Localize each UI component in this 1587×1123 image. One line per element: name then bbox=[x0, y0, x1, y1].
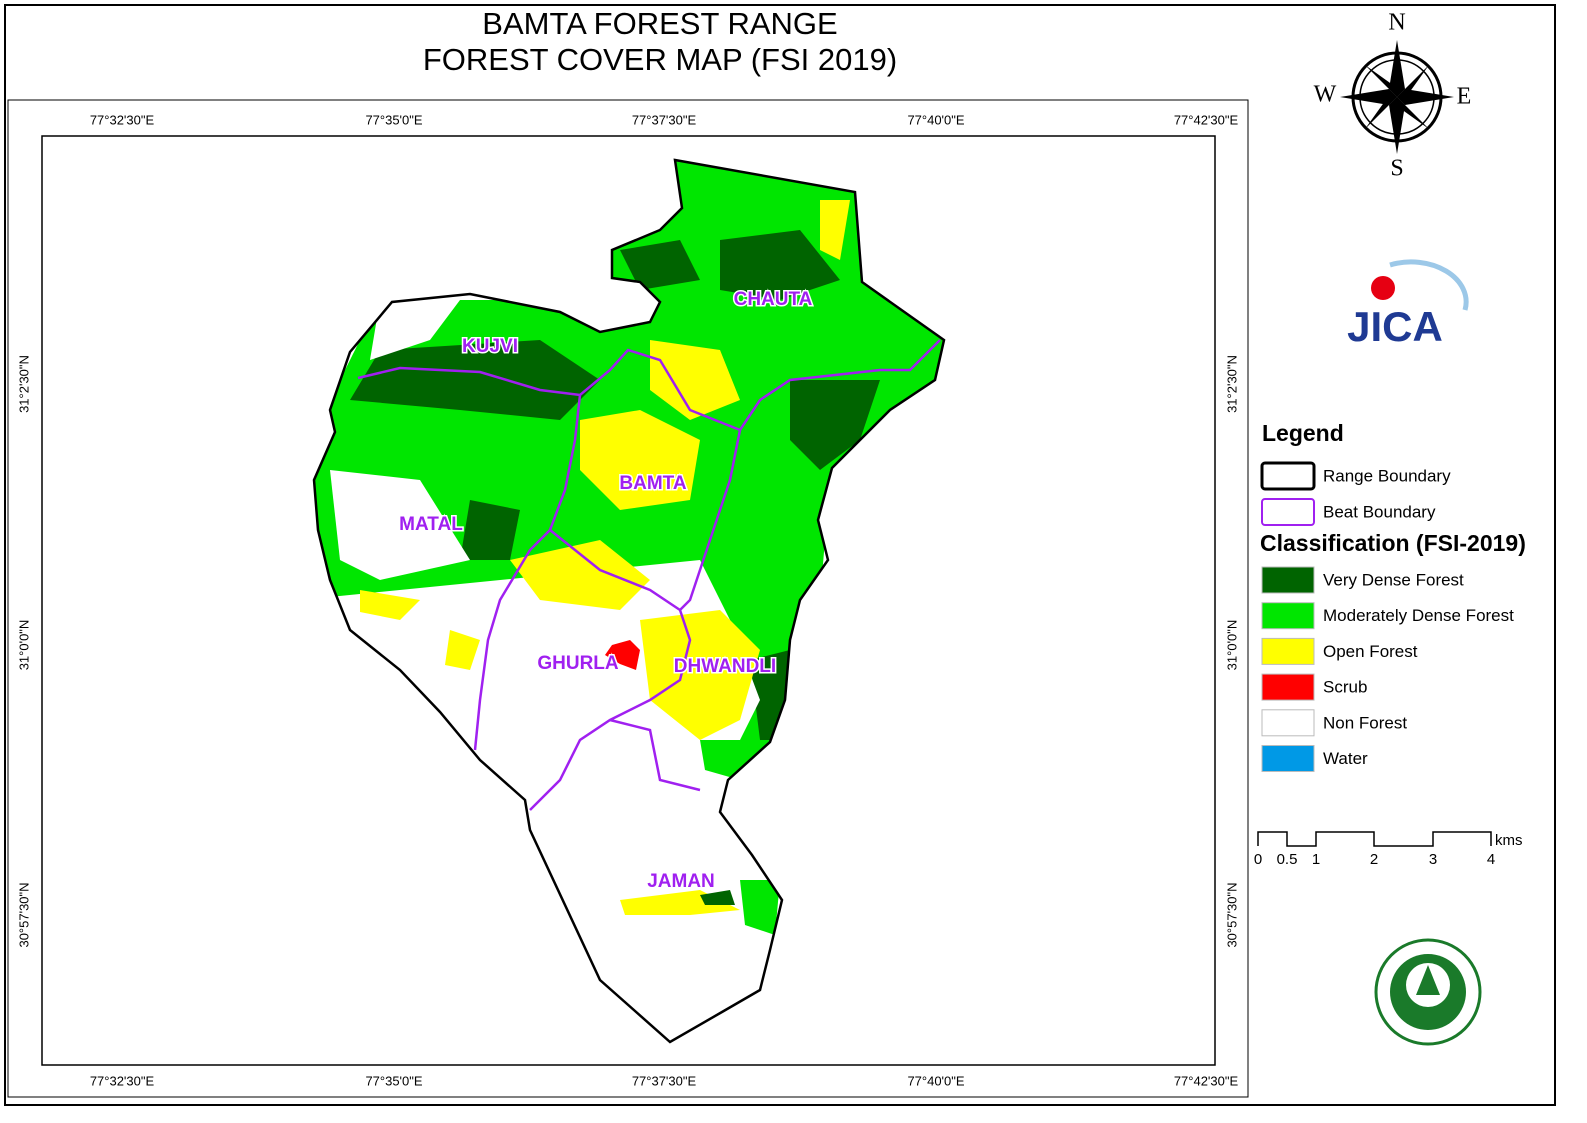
longitude-label: 77°42'30"E bbox=[1174, 1073, 1239, 1088]
latitude-label: 31°2'30"N bbox=[1224, 355, 1239, 413]
scale-label: 2 bbox=[1370, 851, 1378, 868]
scale-label: 1 bbox=[1312, 851, 1320, 868]
beat-label: MATAL bbox=[399, 514, 463, 535]
beat-label: DHWANDLI bbox=[674, 656, 776, 677]
scale-line bbox=[1257, 831, 1492, 847]
scale-label: 3 bbox=[1429, 851, 1437, 868]
latitude-label: 31°0'0"N bbox=[16, 620, 31, 671]
legend-swatch bbox=[1261, 709, 1315, 737]
legend-label: Beat Boundary bbox=[1323, 502, 1436, 521]
latitude-label: 31°0'0"N bbox=[1224, 620, 1239, 671]
longitude-label: 77°40'0"E bbox=[907, 1073, 964, 1088]
jica-logo: JICA bbox=[1347, 259, 1469, 350]
legend-swatch bbox=[1261, 602, 1315, 630]
title-line: BAMTA FOREST RANGE bbox=[482, 6, 837, 41]
compass-letter: W bbox=[1314, 82, 1337, 108]
legend-title: Legend bbox=[1262, 420, 1344, 446]
longitude-label: 77°35'0"E bbox=[365, 1073, 422, 1088]
scale-label: 4 bbox=[1487, 851, 1495, 868]
longitude-label: 77°37'30"E bbox=[632, 112, 697, 127]
legend-swatch bbox=[1261, 637, 1315, 665]
legend-swatch bbox=[1261, 673, 1315, 701]
beat-label: KUJVI bbox=[462, 336, 518, 357]
beat-label: JAMAN bbox=[647, 871, 715, 892]
latitude-label: 30°57'30"N bbox=[1224, 882, 1239, 947]
graticule-labels: 77°32'30"E 77°32'30"E 77°35'0"E 77°35'0"E 77… bbox=[16, 112, 1239, 1088]
legend-swatch bbox=[1261, 745, 1315, 772]
longitude-label: 77°35'0"E bbox=[365, 112, 422, 127]
compass-letter: N bbox=[1388, 10, 1405, 36]
title-line: FOREST COVER MAP (FSI 2019) bbox=[423, 42, 897, 77]
longitude-label: 77°40'0"E bbox=[907, 112, 964, 127]
legend-label: Scrub bbox=[1323, 678, 1367, 697]
beat-label: GHURLA bbox=[537, 653, 619, 674]
legend: Legend Classification (FSI-2019) Range B… bbox=[1260, 420, 1526, 772]
compass-letter: E bbox=[1457, 84, 1472, 110]
legend-label: Moderately Dense Forest bbox=[1323, 606, 1514, 625]
forest-dept-logo bbox=[1374, 938, 1482, 1046]
beat-label: CHAUTA bbox=[734, 289, 813, 310]
beat-boundaries bbox=[357, 339, 941, 811]
legend-label: Open Forest bbox=[1323, 642, 1418, 661]
longitude-label: 77°32'30"E bbox=[90, 1073, 155, 1088]
compass-letter: S bbox=[1390, 156, 1403, 182]
legend-label: Non Forest bbox=[1323, 713, 1407, 732]
legend-swatch bbox=[1261, 566, 1315, 594]
longitude-label: 77°32'30"E bbox=[90, 112, 155, 127]
legend-swatch bbox=[1260, 461, 1316, 491]
latitude-label: 31°2'30"N bbox=[16, 355, 31, 413]
legend-label: Water bbox=[1323, 749, 1368, 768]
longitude-label: 77°37'30"E bbox=[632, 1073, 697, 1088]
beat-label: BAMTA bbox=[619, 473, 686, 494]
legend-swatch bbox=[1261, 498, 1315, 526]
logo-text: JICA bbox=[1347, 303, 1443, 350]
scale-label: 0.5 bbox=[1277, 851, 1298, 868]
longitude-label: 77°42'30"E bbox=[1174, 112, 1239, 127]
scale-label: 0 bbox=[1254, 851, 1262, 868]
neatline bbox=[41, 135, 1216, 1066]
legend-label: Very Dense Forest bbox=[1323, 570, 1464, 589]
range-fill bbox=[312, 158, 946, 1044]
north-arrow: N E S W bbox=[1314, 10, 1472, 182]
scale-unit: kms bbox=[1495, 832, 1523, 849]
legend-label: Range Boundary bbox=[1323, 466, 1451, 485]
legend-subtitle: Classification (FSI-2019) bbox=[1260, 530, 1526, 556]
latitude-label: 30°57'30"N bbox=[16, 882, 31, 947]
